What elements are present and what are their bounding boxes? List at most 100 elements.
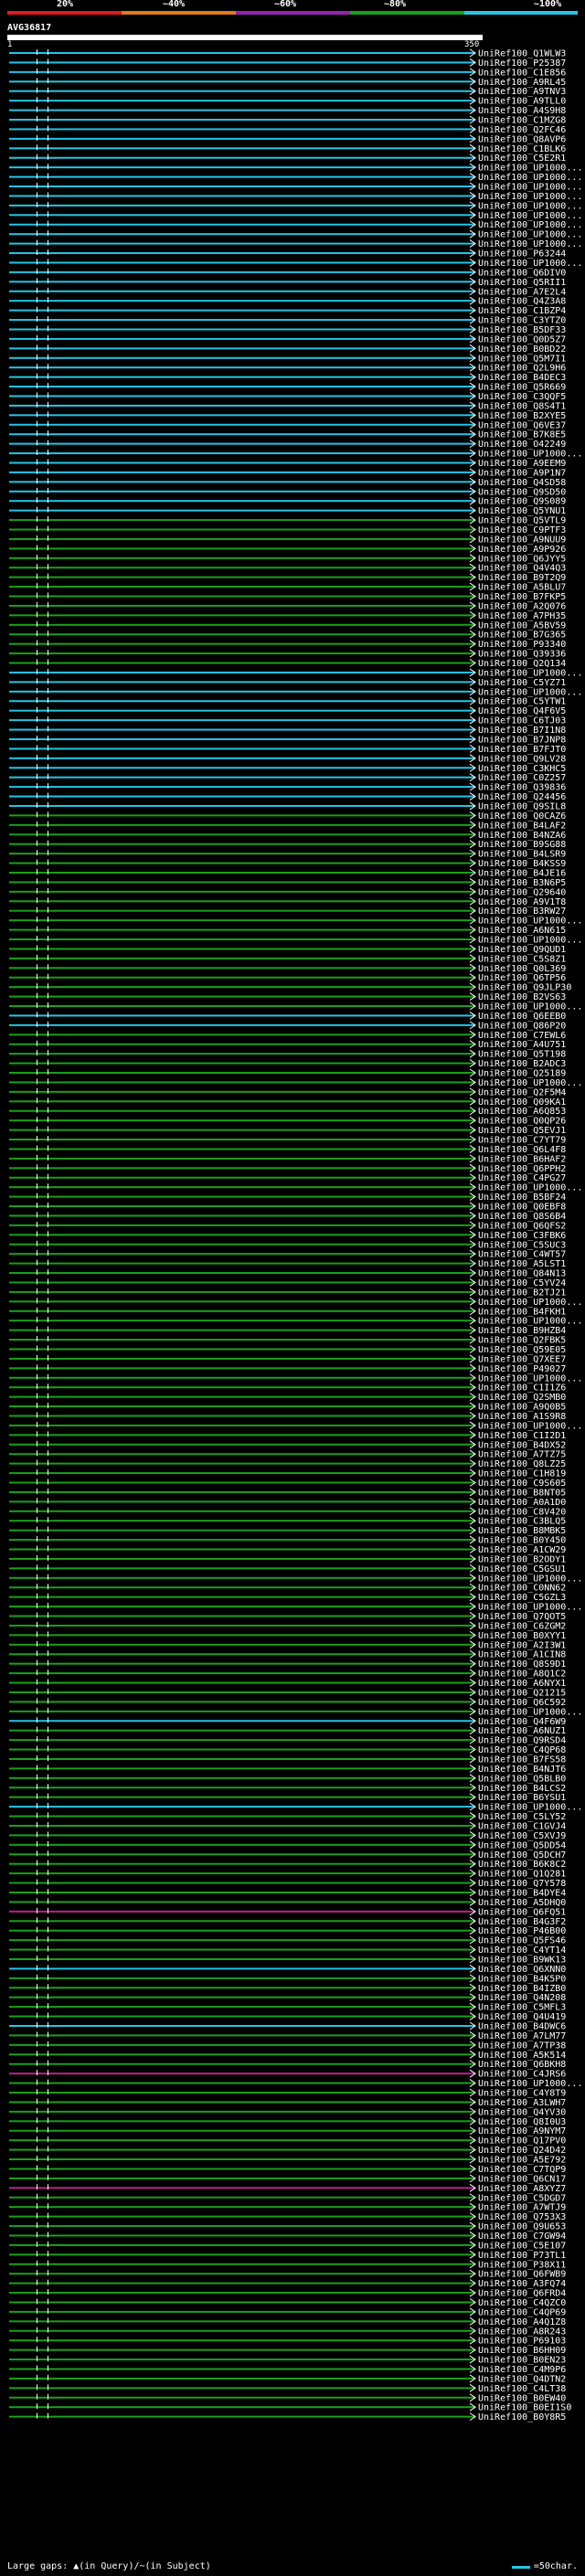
hit-alignment-bar[interactable]: [9, 1872, 475, 1875]
hit-label[interactable]: UniRef100_B0Y8R5: [478, 2412, 566, 2422]
hit-label[interactable]: UniRef100_C5YV24: [478, 1278, 566, 1288]
hit-alignment-bar[interactable]: [9, 1710, 475, 1712]
hit-label[interactable]: UniRef100_UP1000...: [478, 917, 582, 927]
hit-label[interactable]: UniRef100_C4WT57: [478, 1250, 566, 1260]
hit-alignment-bar[interactable]: [9, 2187, 475, 2189]
hit-row[interactable]: UniRef100_C3YTZ0: [9, 316, 566, 326]
hit-label[interactable]: UniRef100_B2VS63: [478, 992, 566, 1002]
hit-alignment-bar[interactable]: [9, 2006, 475, 2009]
hit-label[interactable]: UniRef100_C0Z257: [478, 773, 566, 783]
hit-label[interactable]: UniRef100_B6HAF2: [478, 1154, 566, 1164]
hit-row[interactable]: UniRef100_C5SUC3: [9, 1240, 566, 1250]
hit-alignment-bar[interactable]: [9, 1100, 475, 1103]
hit-row[interactable]: UniRef100_A9V1T8: [9, 897, 566, 907]
hit-label[interactable]: UniRef100_UP1000...: [478, 230, 582, 240]
hit-alignment-bar[interactable]: [9, 681, 475, 684]
hit-row[interactable]: UniRef100_B7K8E5: [9, 430, 566, 440]
hit-row[interactable]: UniRef100_P93340: [9, 640, 566, 650]
hit-row[interactable]: UniRef100_Q6DIV0: [9, 268, 566, 278]
hit-row[interactable]: UniRef100_C1I2D1: [9, 1431, 566, 1441]
hit-label[interactable]: UniRef100_UP1000...: [478, 173, 582, 183]
hit-label[interactable]: UniRef100_UP1000...: [478, 164, 582, 174]
hit-label[interactable]: UniRef100_A7TZ75: [478, 1450, 566, 1460]
hit-row[interactable]: UniRef100_UP1000...: [9, 173, 582, 183]
hit-row[interactable]: UniRef100_Q8S9D1: [9, 1659, 566, 1670]
hit-alignment-bar[interactable]: [9, 452, 475, 455]
hit-label[interactable]: UniRef100_A5K514: [478, 2051, 566, 2061]
hit-label[interactable]: UniRef100_A3LWH7: [478, 2098, 566, 2108]
hit-alignment-bar[interactable]: [9, 1023, 475, 1026]
hit-alignment-bar[interactable]: [9, 2101, 475, 2104]
hit-alignment-bar[interactable]: [9, 1415, 475, 1417]
hit-label[interactable]: UniRef100_Q4F6W9: [478, 1717, 566, 1727]
hit-label[interactable]: UniRef100_A9RL45: [478, 78, 566, 88]
hit-label[interactable]: UniRef100_P46B00: [478, 1926, 566, 1936]
hit-alignment-bar[interactable]: [9, 1824, 475, 1827]
hit-alignment-bar[interactable]: [9, 1767, 475, 1770]
hit-label[interactable]: UniRef100_B6YSU1: [478, 1793, 566, 1803]
hit-row[interactable]: UniRef100_Q8LZ25: [9, 1459, 566, 1469]
hit-label[interactable]: UniRef100_A6NUZ1: [478, 1726, 566, 1736]
hit-row[interactable]: UniRef100_C5MFL3: [9, 2003, 566, 2013]
hit-label[interactable]: UniRef100_C3QQF5: [478, 392, 566, 402]
hit-label[interactable]: UniRef100_A5LST1: [478, 1259, 566, 1269]
hit-row[interactable]: UniRef100_Q8AVP6: [9, 134, 566, 144]
hit-row[interactable]: UniRef100_A8XYZ7: [9, 2184, 566, 2194]
hit-label[interactable]: UniRef100_B2ODY1: [478, 1554, 566, 1564]
hit-row[interactable]: UniRef100_C5YV24: [9, 1278, 566, 1288]
hit-alignment-bar[interactable]: [9, 52, 475, 54]
hit-alignment-bar[interactable]: [9, 557, 475, 559]
hit-row[interactable]: UniRef100_Q4YV30: [9, 2107, 566, 2117]
hit-row[interactable]: UniRef100_B0EW40: [9, 2393, 566, 2403]
hit-alignment-bar[interactable]: [9, 804, 475, 807]
hit-row[interactable]: UniRef100_B9WK13: [9, 1956, 566, 1966]
hit-label[interactable]: UniRef100_Q6L4F8: [478, 1145, 566, 1155]
hit-row[interactable]: UniRef100_Q4V4Q3: [9, 564, 566, 574]
hit-row[interactable]: UniRef100_A9TLL0: [9, 97, 566, 107]
hit-label[interactable]: UniRef100_A9Q0B5: [478, 1403, 566, 1413]
hit-label[interactable]: UniRef100_Q8I0U3: [478, 2117, 566, 2127]
hit-row[interactable]: UniRef100_A7PH35: [9, 611, 566, 621]
hit-row[interactable]: UniRef100_Q21215: [9, 1688, 566, 1698]
hit-alignment-bar[interactable]: [9, 80, 475, 83]
hit-label[interactable]: UniRef100_Q6EEB0: [478, 1012, 566, 1022]
hit-label[interactable]: UniRef100_UP1000...: [478, 935, 582, 945]
hit-label[interactable]: UniRef100_Q6BKH8: [478, 2060, 566, 2070]
hit-alignment-bar[interactable]: [9, 252, 475, 255]
hit-label[interactable]: UniRef100_P49027: [478, 1364, 566, 1374]
hit-label[interactable]: UniRef100_Q0D5Z7: [478, 334, 566, 345]
hit-label[interactable]: UniRef100_A5E792: [478, 2156, 566, 2166]
hit-alignment-bar[interactable]: [9, 1996, 475, 1998]
hit-alignment-bar[interactable]: [9, 519, 475, 522]
hit-alignment-bar[interactable]: [9, 395, 475, 398]
hit-alignment-bar[interactable]: [9, 614, 475, 617]
hit-label[interactable]: UniRef100_A9EEM9: [478, 459, 566, 469]
hit-row[interactable]: UniRef100_Q4F6V5: [9, 706, 566, 716]
hit-label[interactable]: UniRef100_C5YTW1: [478, 697, 566, 707]
hit-row[interactable]: UniRef100_B7FS58: [9, 1754, 566, 1765]
hit-row[interactable]: UniRef100_UP1000...: [9, 687, 582, 697]
hit-label[interactable]: UniRef100_P73TL1: [478, 2251, 566, 2261]
hit-label[interactable]: UniRef100_A7TP38: [478, 2041, 566, 2051]
hit-alignment-bar[interactable]: [9, 1490, 475, 1493]
hit-label[interactable]: UniRef100_UP1000...: [478, 2079, 582, 2089]
hit-row[interactable]: UniRef100_UP1000...: [9, 239, 582, 249]
hit-label[interactable]: UniRef100_C5MFL3: [478, 2003, 566, 2013]
hit-alignment-bar[interactable]: [9, 242, 475, 245]
hit-row[interactable]: UniRef100_B2ODY1: [9, 1554, 566, 1564]
hit-label[interactable]: UniRef100_Q8LZ25: [478, 1459, 566, 1469]
hit-alignment-bar[interactable]: [9, 70, 475, 73]
hit-label[interactable]: UniRef100_B4LSR9: [478, 850, 566, 860]
hit-alignment-bar[interactable]: [9, 1643, 475, 1646]
hit-label[interactable]: UniRef100_B0EN23: [478, 2356, 566, 2366]
hit-label[interactable]: UniRef100_UP1000...: [478, 1707, 582, 1717]
hit-label[interactable]: UniRef100_B4DYE4: [478, 1888, 566, 1898]
hit-alignment-bar[interactable]: [9, 1176, 475, 1179]
hit-alignment-bar[interactable]: [9, 404, 475, 407]
hit-alignment-bar[interactable]: [9, 347, 475, 350]
hit-row[interactable]: UniRef100_C1GVJ4: [9, 1821, 566, 1831]
hit-label[interactable]: UniRef100_UP1000...: [478, 1421, 582, 1431]
hit-row[interactable]: UniRef100_C4QZC0: [9, 2298, 566, 2308]
hit-alignment-bar[interactable]: [9, 186, 475, 188]
hit-alignment-bar[interactable]: [9, 1139, 475, 1141]
